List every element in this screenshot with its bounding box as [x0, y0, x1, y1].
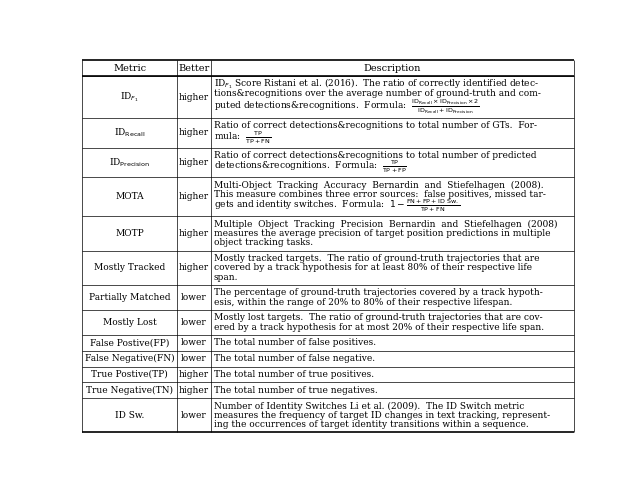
Text: ID$_{F_1}$: ID$_{F_1}$ [120, 90, 139, 104]
Text: MOTA: MOTA [115, 192, 144, 202]
Text: ID$_{\mathrm{Recall}}$: ID$_{\mathrm{Recall}}$ [114, 126, 145, 139]
Text: Multi-Object  Tracking  Accuracy  Bernardin  and  Stiefelhagen  (2008).: Multi-Object Tracking Accuracy Bernardin… [214, 181, 543, 190]
Text: Mostly tracked targets.  The ratio of ground-truth trajectories that are: Mostly tracked targets. The ratio of gro… [214, 254, 540, 263]
Text: lower: lower [181, 318, 207, 327]
Text: Mostly Lost: Mostly Lost [103, 318, 156, 327]
Text: tions&recognitions over the average number of ground-truth and com-: tions&recognitions over the average numb… [214, 89, 541, 98]
Text: covered by a track hypothesis for at least 80% of their respective life: covered by a track hypothesis for at lea… [214, 264, 532, 272]
Text: lower: lower [181, 338, 207, 347]
Text: Partially Matched: Partially Matched [89, 293, 170, 302]
Text: Description: Description [364, 64, 421, 73]
Text: ID$_{\mathrm{Precision}}$: ID$_{\mathrm{Precision}}$ [109, 156, 150, 169]
Text: Ratio of correct detections&recognitions to total number of predicted: Ratio of correct detections&recognitions… [214, 151, 536, 160]
Text: higher: higher [179, 370, 209, 379]
Text: higher: higher [179, 158, 209, 167]
Text: object tracking tasks.: object tracking tasks. [214, 238, 313, 247]
Text: The percentage of ground-truth trajectories covered by a track hypoth-: The percentage of ground-truth trajector… [214, 288, 543, 297]
Text: lower: lower [181, 411, 207, 420]
Text: This measure combines three error sources:  false positives, missed tar-: This measure combines three error source… [214, 190, 546, 199]
Text: ing the occurrences of target identity transitions within a sequence.: ing the occurrences of target identity t… [214, 420, 529, 429]
Text: ID Sw.: ID Sw. [115, 411, 144, 420]
Text: esis, within the range of 20% to 80% of their respective lifespan.: esis, within the range of 20% to 80% of … [214, 298, 512, 306]
Text: ID$_{F_1}$ Score Ristani et al. (2016).  The ratio of correctly identified detec: ID$_{F_1}$ Score Ristani et al. (2016). … [214, 77, 539, 91]
Text: higher: higher [179, 192, 209, 202]
Text: mula:  $\frac{\mathrm{TP}}{\mathrm{TP+FN}}$: mula: $\frac{\mathrm{TP}}{\mathrm{TP+FN}… [214, 129, 271, 146]
Text: Better: Better [179, 64, 210, 73]
Text: span.: span. [214, 273, 239, 282]
Text: higher: higher [179, 386, 209, 395]
Text: measures the average precision of target position predictions in multiple: measures the average precision of target… [214, 229, 550, 238]
Text: detections&recognitions.  Formula:  $\frac{\mathrm{TP}}{\mathrm{TP+FP}}$: detections&recognitions. Formula: $\frac… [214, 159, 407, 175]
Text: The total number of true negatives.: The total number of true negatives. [214, 386, 378, 395]
Text: MOTP: MOTP [115, 229, 144, 238]
Text: Metric: Metric [113, 64, 146, 73]
Text: Ratio of correct detections&recognitions to total number of GTs.  For-: Ratio of correct detections&recognitions… [214, 122, 537, 130]
Text: lower: lower [181, 293, 207, 302]
Text: The total number of false negative.: The total number of false negative. [214, 354, 375, 363]
Text: Mostly lost targets.  The ratio of ground-truth trajectories that are cov-: Mostly lost targets. The ratio of ground… [214, 313, 543, 323]
Text: Multiple  Object  Tracking  Precision  Bernardin  and  Stiefelhagen  (2008): Multiple Object Tracking Precision Berna… [214, 220, 557, 229]
Text: measures the frequency of target ID changes in text tracking, represent-: measures the frequency of target ID chan… [214, 411, 550, 420]
Text: False Postive(FP): False Postive(FP) [90, 338, 170, 347]
Text: higher: higher [179, 93, 209, 102]
Text: The total number of false positives.: The total number of false positives. [214, 338, 376, 347]
Text: gets and identity switches.  Formula:  $1 - \frac{\mathrm{FN+FP+ID\ Sw.}}{\mathr: gets and identity switches. Formula: $1 … [214, 198, 460, 214]
Text: lower: lower [181, 354, 207, 363]
Text: False Negative(FN): False Negative(FN) [84, 354, 175, 363]
Text: The total number of true positives.: The total number of true positives. [214, 370, 374, 379]
Text: True Postive(TP): True Postive(TP) [92, 370, 168, 379]
Text: Number of Identity Switches Li et al. (2009).  The ID Switch metric: Number of Identity Switches Li et al. (2… [214, 402, 524, 410]
Text: higher: higher [179, 264, 209, 272]
Text: puted detections&recognitions.  Formula:  $\frac{\mathrm{ID_{Recall}\times ID_{P: puted detections&recognitions. Formula: … [214, 97, 480, 116]
Text: higher: higher [179, 229, 209, 238]
Text: higher: higher [179, 128, 209, 137]
Text: Mostly Tracked: Mostly Tracked [94, 264, 165, 272]
Text: True Negative(TN): True Negative(TN) [86, 386, 173, 395]
Text: ered by a track hypothesis for at most 20% of their respective life span.: ered by a track hypothesis for at most 2… [214, 323, 544, 332]
